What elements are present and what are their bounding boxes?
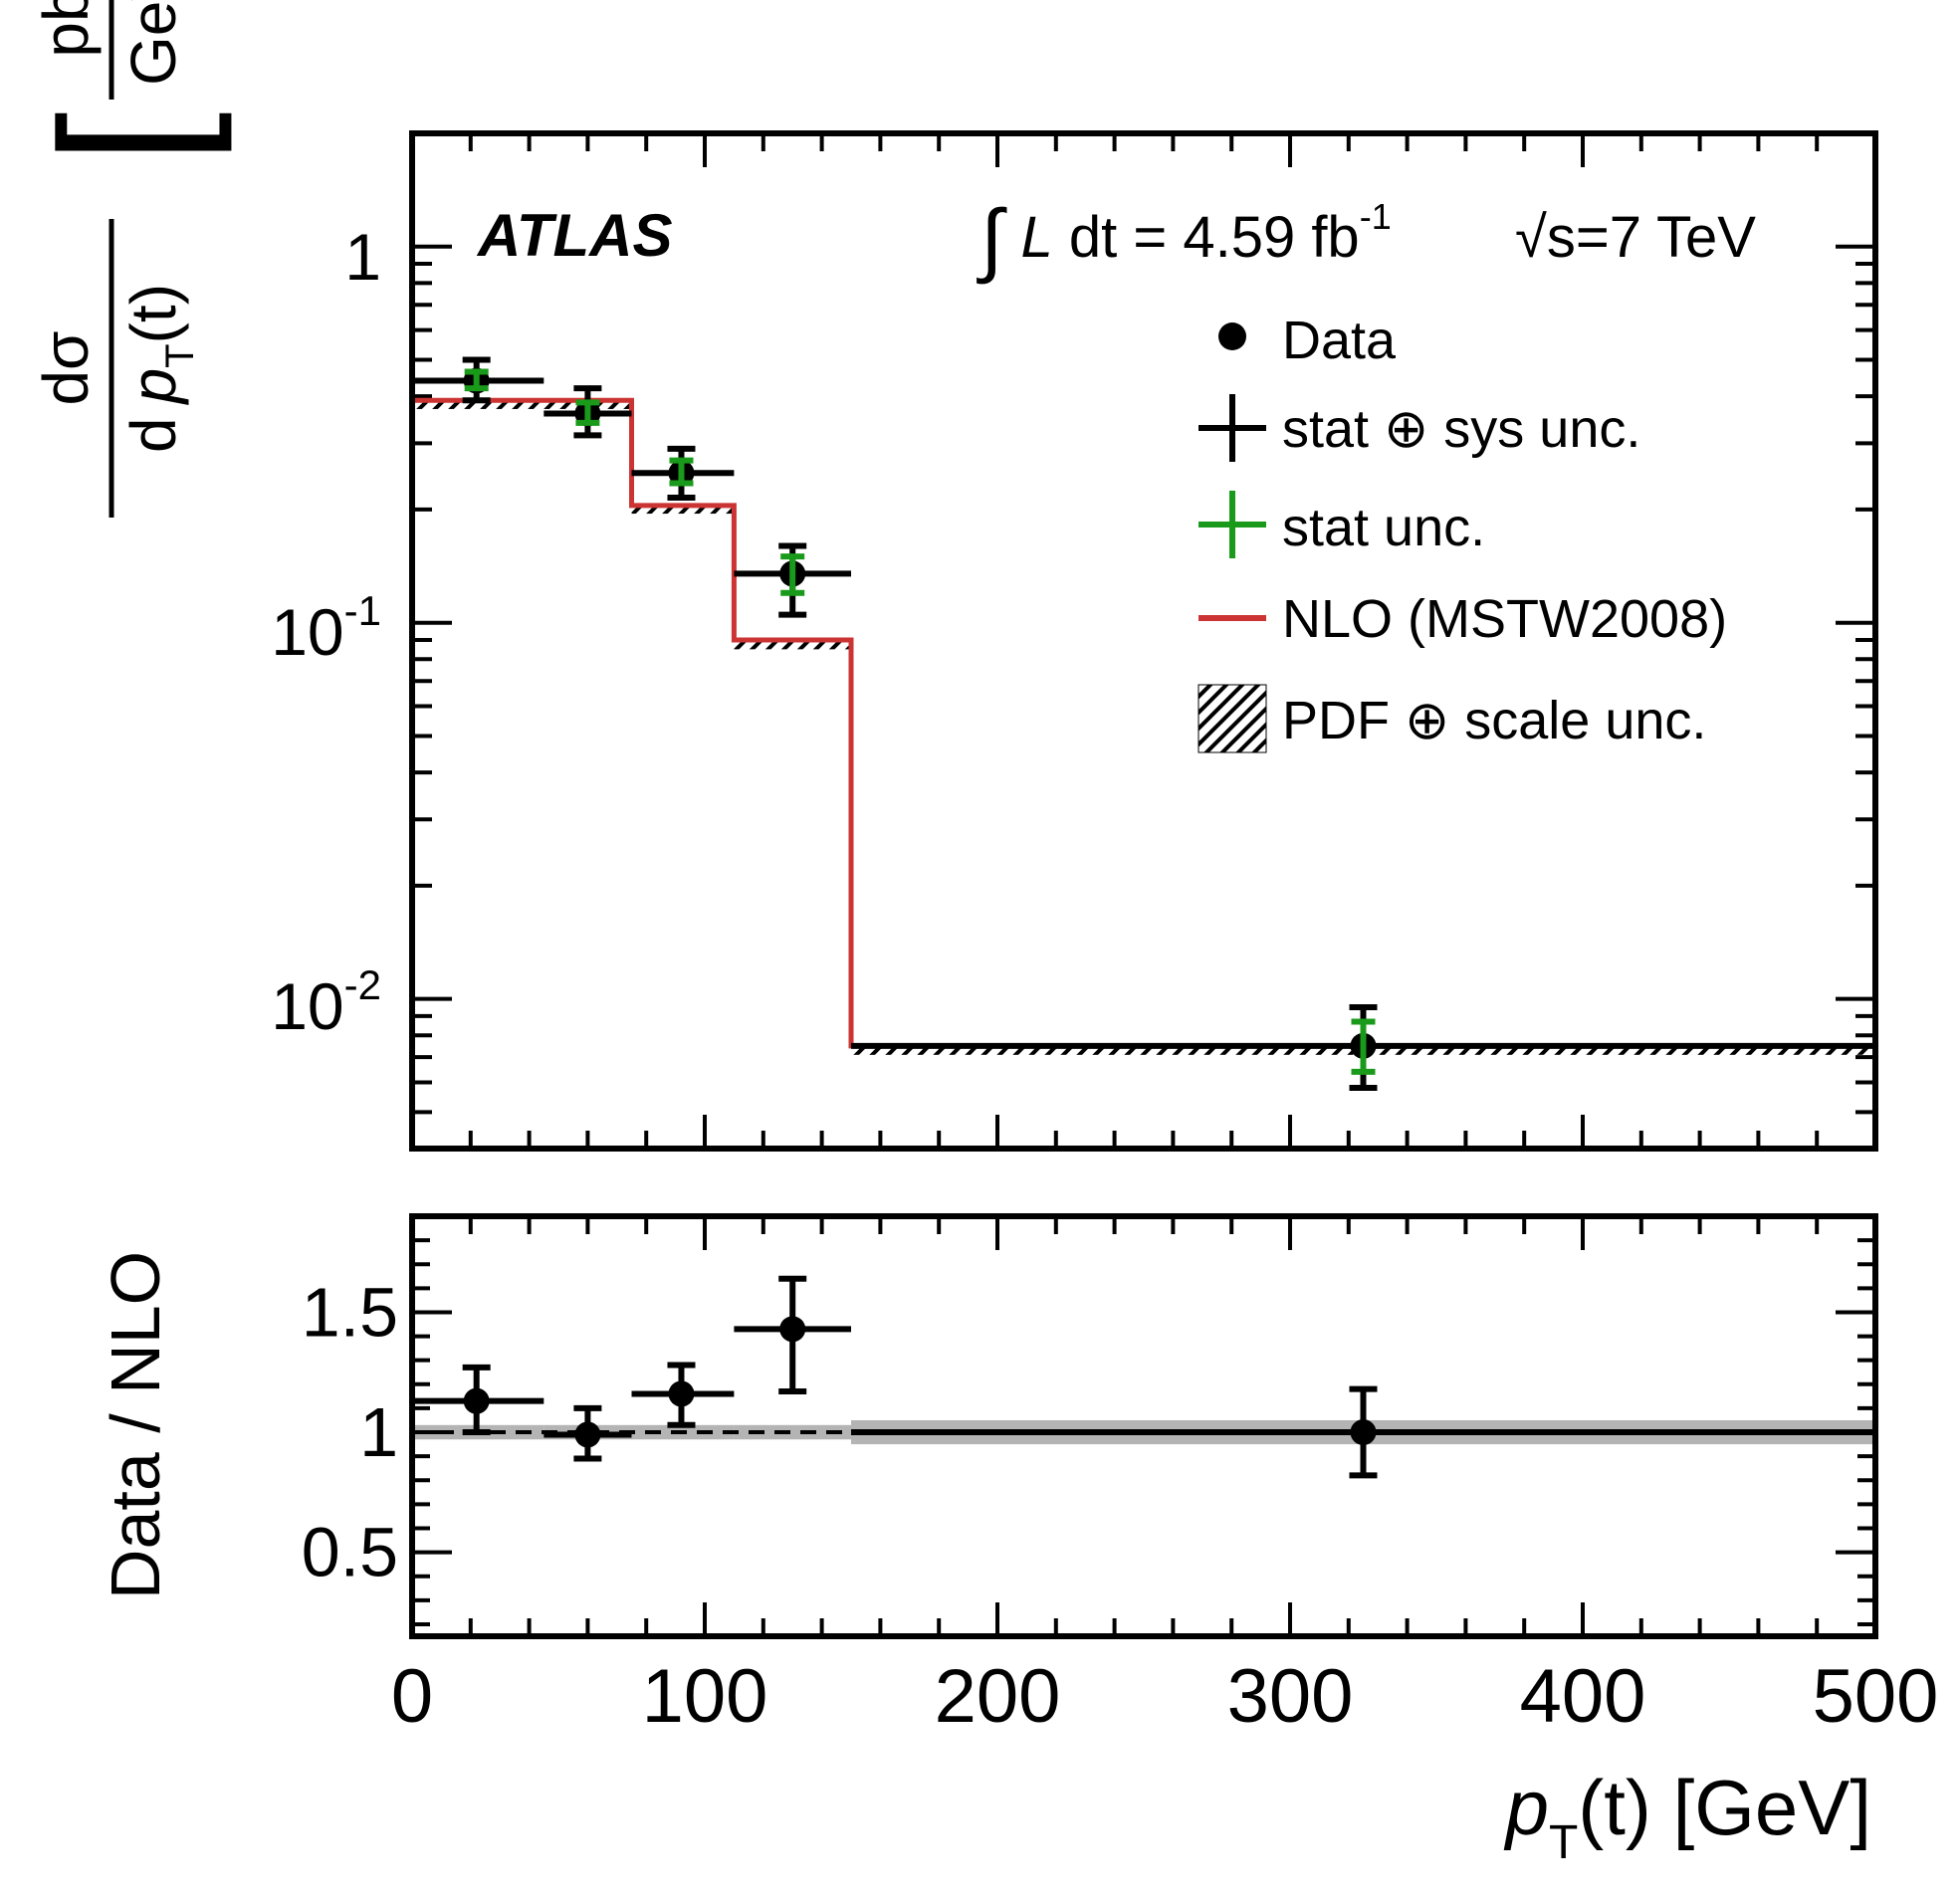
ratio-frame bbox=[409, 1213, 1878, 1639]
data-point bbox=[734, 542, 851, 618]
ylabel-numerator: dσ bbox=[30, 330, 102, 405]
ylabel-denominator: dpT(t) bbox=[117, 284, 202, 453]
legend-label-data: Data bbox=[1282, 311, 1397, 370]
data-points bbox=[412, 356, 1875, 1092]
sqrt-sign: √ bbox=[1515, 205, 1547, 270]
ratio-marker bbox=[463, 1387, 490, 1414]
xtick-labels: 0 100 200 300 400 500 bbox=[391, 1654, 1939, 1739]
ratio-ytick-labels: 0.5 1 1.5 bbox=[302, 1273, 398, 1590]
ylabel-left-bracket: [ bbox=[22, 111, 233, 164]
xtick-label: 400 bbox=[1520, 1654, 1646, 1739]
ytick-label-0.01: 10-2 bbox=[271, 961, 381, 1043]
ratio-ytick-label: 1.5 bbox=[302, 1273, 398, 1351]
ratio-point bbox=[412, 1364, 544, 1436]
xlabel: pT(t) [GeV] bbox=[1504, 1764, 1871, 1869]
ratio-band-bin bbox=[734, 1424, 851, 1440]
data-point bbox=[631, 445, 735, 502]
nlo-band-bin bbox=[734, 639, 851, 650]
ratio-points bbox=[412, 1275, 1875, 1479]
legend-stat-unc-marker bbox=[1198, 491, 1266, 558]
ratio-marker bbox=[668, 1380, 695, 1407]
ratio-marker bbox=[1350, 1419, 1377, 1446]
ratio-point bbox=[851, 1385, 1875, 1479]
ratio-point bbox=[544, 1404, 632, 1462]
ratio-panel: 0.5 1 1.5 0 100 200 300 400 500 Data / NLO pT(t… bbox=[97, 1213, 1939, 1869]
legend-label-stat-sys: stat ⊕ sys unc. bbox=[1282, 399, 1640, 459]
ytick-label-1: 1 bbox=[344, 220, 381, 294]
nlo-band-bin bbox=[412, 400, 544, 409]
ratio-ytick-label: 0.5 bbox=[302, 1514, 398, 1591]
ylabel-unit-numerator: pb bbox=[30, 0, 102, 58]
legend-label-nlo: NLO (MSTW2008) bbox=[1282, 589, 1727, 649]
legend-total-unc-marker bbox=[1198, 394, 1266, 462]
ylabel-unit-denominator: GeV bbox=[117, 0, 189, 86]
ratio-ytick-label: 1 bbox=[359, 1393, 398, 1471]
data-point bbox=[412, 356, 544, 404]
atlas-label: ATLAS bbox=[476, 202, 673, 269]
ratio-marker bbox=[779, 1316, 806, 1343]
legend-hatch-marker bbox=[1198, 684, 1267, 753]
xtick-label: 300 bbox=[1227, 1654, 1354, 1739]
legend-label-stat: stat unc. bbox=[1282, 498, 1485, 557]
legend-label-pdf-scale: PDF ⊕ scale unc. bbox=[1282, 691, 1706, 750]
main-panel: ATLAS ∫ L dt = 4.59 fb-1 √s=7 TeV Data st… bbox=[22, 0, 1878, 1152]
nlo-band-bin bbox=[631, 505, 735, 515]
energy-rest: s=7 TeV bbox=[1547, 205, 1756, 270]
luminosity-label: ∫ L dt = 4.59 fb-1 bbox=[977, 194, 1392, 285]
xtick-label: 100 bbox=[642, 1654, 768, 1739]
xtick-label: 200 bbox=[935, 1654, 1061, 1739]
main-frame bbox=[409, 130, 1878, 1152]
integral-sign: ∫ bbox=[977, 194, 1007, 285]
ytick-label-0.1: 10-1 bbox=[271, 587, 381, 669]
ratio-point bbox=[734, 1275, 851, 1395]
lumi-exponent: -1 bbox=[1360, 196, 1392, 237]
ratio-marker bbox=[574, 1421, 601, 1448]
main-ylabel: dσ dpT(t) [ pb GeV ] bbox=[22, 0, 233, 518]
legend-data-marker bbox=[1218, 322, 1246, 350]
xtick-label: 0 bbox=[391, 1654, 433, 1739]
data-point bbox=[851, 1004, 1875, 1092]
ratio-ylabel: Data / NLO bbox=[97, 1251, 174, 1599]
lumi-rest: dt = 4.59 fb bbox=[1053, 205, 1360, 270]
lumi-L: L bbox=[1020, 205, 1052, 270]
data-point bbox=[544, 385, 632, 439]
xtick-label: 500 bbox=[1813, 1654, 1939, 1739]
energy-label: √s=7 TeV bbox=[1515, 205, 1756, 270]
ratio-point bbox=[631, 1362, 735, 1428]
legend: Data stat ⊕ sys unc. stat unc. NLO (MSTW… bbox=[1198, 311, 1727, 753]
